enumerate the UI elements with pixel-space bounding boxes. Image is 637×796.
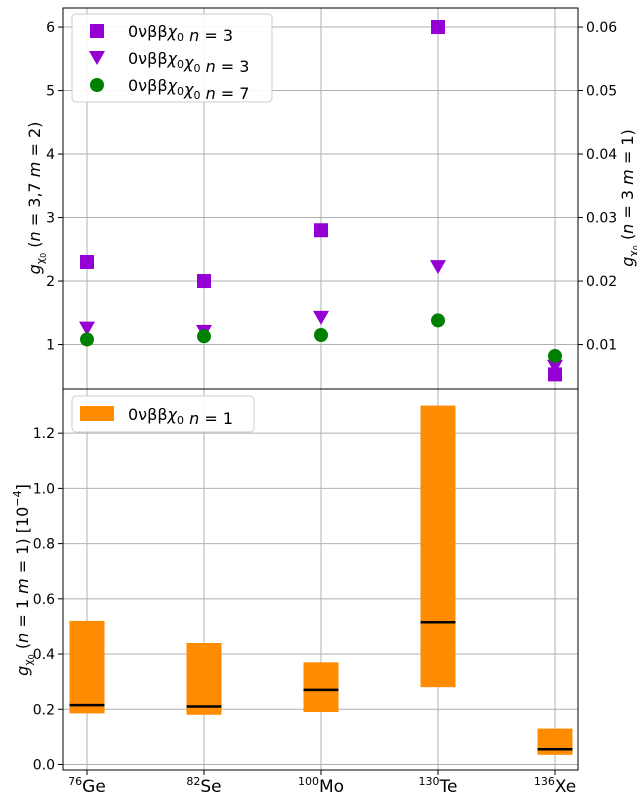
bottom-tick-label: 0.0 bbox=[33, 757, 55, 773]
top-series-1-point bbox=[313, 310, 329, 325]
top-series-2-point bbox=[80, 332, 94, 347]
top-series-0-point bbox=[431, 20, 445, 35]
top-left-tick-label: 1 bbox=[46, 338, 55, 354]
top-right-tick-label: 0.01 bbox=[586, 338, 617, 354]
bottom-tick-label: 0.2 bbox=[33, 702, 55, 718]
bottom-legend: 0νββχ0 n = 1 bbox=[71, 395, 255, 433]
top-legend-marker bbox=[89, 51, 105, 65]
x-tick-label: 136Xe bbox=[534, 775, 576, 796]
range-bar bbox=[303, 662, 339, 713]
top-series-1-point bbox=[547, 359, 563, 374]
bottom-tick-label: 1.0 bbox=[33, 481, 55, 497]
top-left-tick-label: 3 bbox=[46, 211, 55, 227]
top-right-y-ticks: 0.01 0.02 0.03 0.04 0.05 0.06 bbox=[578, 20, 617, 354]
top-left-y-axis-label: gχ0 (n = 3,7 m = 2) bbox=[25, 122, 48, 275]
x-tick-label: 130Te bbox=[419, 775, 458, 796]
range-bar bbox=[69, 620, 105, 714]
bottom-y-axis-label: gχ0 (n = 1 m = 1) [10−4] bbox=[11, 484, 36, 676]
bottom-legend-label: 0νββχ0 n = 1 bbox=[128, 405, 233, 428]
top-right-tick-label: 0.02 bbox=[586, 274, 617, 290]
top-series-0-point bbox=[80, 255, 94, 269]
top-series-1-point bbox=[79, 321, 95, 336]
top-series-2-point bbox=[197, 329, 211, 344]
top-legend-label: 0νββχ0χ0 n = 7 bbox=[128, 76, 249, 103]
range-bar bbox=[537, 728, 573, 755]
bottom-legend-patch bbox=[80, 406, 114, 421]
top-right-tick-label: 0.05 bbox=[586, 84, 617, 100]
top-legend-marker bbox=[90, 24, 104, 38]
range-bar bbox=[420, 405, 456, 688]
top-right-tick-label: 0.04 bbox=[586, 147, 617, 163]
x-axis-ticks: 76Ge 82Se 100Mo 130Te 136Xe bbox=[68, 770, 576, 796]
top-series-2-point bbox=[431, 313, 445, 328]
top-left-tick-label: 5 bbox=[46, 84, 55, 100]
top-series-1-point bbox=[430, 260, 446, 275]
top-legend-label: 0νββχ0χ0 n = 3 bbox=[128, 49, 249, 76]
bottom-tick-label: 1.2 bbox=[33, 426, 55, 442]
bottom-tick-label: 0.8 bbox=[33, 537, 55, 553]
top-series-2-point bbox=[314, 328, 328, 343]
top-left-y-ticks: 1 2 3 4 5 6 bbox=[46, 20, 63, 354]
top-legend-label: 0νββχ0 n = 3 bbox=[128, 22, 233, 45]
top-left-tick-label: 2 bbox=[46, 274, 55, 290]
top-right-tick-label: 0.06 bbox=[586, 20, 617, 36]
top-series-2-point bbox=[548, 348, 562, 363]
top-left-tick-label: 6 bbox=[46, 20, 55, 36]
top-panel: 1 2 3 4 5 6 0.01 0.02 0.03 0.04 0.05 0.06 gχ0 (n =… bbox=[25, 7, 637, 390]
top-series-0-point bbox=[314, 223, 328, 238]
x-tick-label: 76Ge bbox=[68, 775, 106, 796]
bottom-tick-label: 0.6 bbox=[33, 592, 55, 608]
x-tick-label: 82Se bbox=[186, 775, 221, 796]
top-series-0-point bbox=[548, 367, 562, 382]
bottom-grid bbox=[63, 389, 578, 770]
top-marks bbox=[79, 20, 563, 382]
bottom-tick-label: 0.4 bbox=[33, 647, 55, 663]
range-bar bbox=[186, 643, 222, 715]
top-series-0-point bbox=[197, 274, 211, 289]
top-left-tick-label: 4 bbox=[46, 147, 55, 163]
top-legend-marker bbox=[90, 78, 104, 92]
bottom-legend-box bbox=[71, 395, 255, 433]
top-right-y-axis-label: gχ0 (n = 3 m = 1) bbox=[618, 129, 637, 267]
bottom-panel: 0.0 0.2 0.4 0.6 0.8 1.0 1.2 gχ0 (n = 1 m = 1) … bbox=[11, 388, 579, 796]
bottom-plot-frame bbox=[62, 388, 579, 771]
x-tick-label: 100Mo bbox=[298, 775, 344, 796]
bottom-y-ticks: 0.0 0.2 0.4 0.6 0.8 1.0 1.2 bbox=[33, 426, 63, 773]
top-right-tick-label: 0.03 bbox=[586, 211, 617, 227]
top-legend-box bbox=[71, 13, 273, 103]
bottom-marks bbox=[69, 405, 573, 755]
